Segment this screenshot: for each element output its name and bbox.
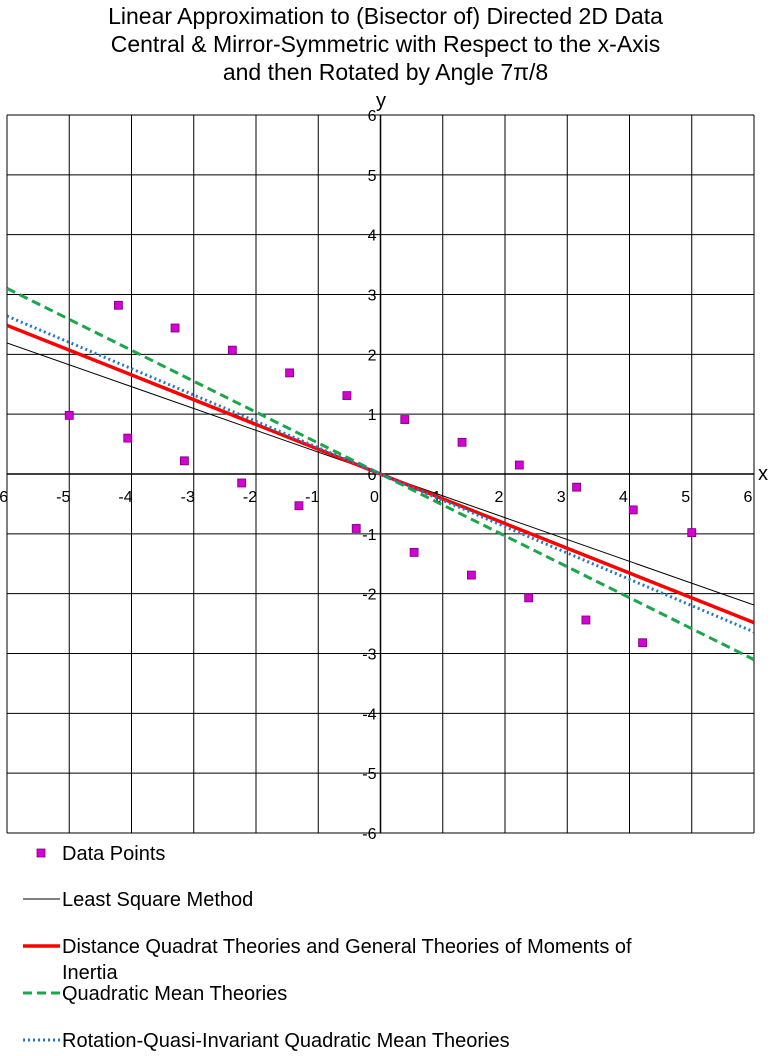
y-tick-label: -3 bbox=[362, 647, 376, 664]
data-point bbox=[638, 638, 647, 648]
y-tick-label: -2 bbox=[362, 587, 376, 604]
regression-lines bbox=[7, 287, 754, 661]
x-tick-label: -2 bbox=[243, 489, 257, 506]
chart-title: Linear Approximation to (Bisector of) Di… bbox=[0, 2, 771, 86]
data-point bbox=[64, 410, 74, 420]
x-tick-label: 0 bbox=[370, 489, 379, 506]
x-tick-label: -5 bbox=[56, 489, 70, 506]
y-tick-label: 0 bbox=[368, 467, 377, 484]
data-point bbox=[227, 345, 237, 355]
data-point bbox=[628, 505, 638, 515]
data-point bbox=[342, 391, 352, 401]
y-tick-label: -4 bbox=[362, 706, 376, 723]
data-point bbox=[180, 456, 189, 466]
chart-title-line-3: and then Rotated by Angle 7π/8 bbox=[222, 59, 549, 85]
data-point bbox=[285, 368, 295, 378]
legend-label: Rotation-Quasi-Invariant Quadratic Mean … bbox=[62, 1030, 510, 1052]
x-tick-label: 4 bbox=[619, 489, 628, 506]
x-tick-label: 2 bbox=[495, 489, 504, 506]
y-axis-label: y bbox=[376, 90, 386, 112]
series-line bbox=[7, 314, 754, 634]
data-point bbox=[687, 528, 697, 538]
x-tick-label: -4 bbox=[118, 489, 132, 506]
data-point bbox=[466, 570, 476, 580]
y-tick-label: 2 bbox=[368, 347, 377, 364]
chart-title-line-1: Linear Approximation to (Bisector of) Di… bbox=[108, 3, 663, 29]
data-point bbox=[400, 415, 410, 424]
y-tick-label: 4 bbox=[368, 228, 377, 245]
y-tick-label: -5 bbox=[362, 766, 376, 783]
y-tick-label: -1 bbox=[362, 527, 376, 544]
data-point bbox=[294, 501, 304, 511]
x-tick-label: -1 bbox=[305, 489, 319, 506]
x-tick-label: 3 bbox=[557, 489, 566, 506]
x-tick-label: 5 bbox=[681, 489, 690, 506]
legend-label: Least Square Method bbox=[62, 889, 253, 911]
data-point bbox=[572, 482, 581, 492]
x-tick-label: -6 bbox=[0, 489, 8, 506]
data-point bbox=[123, 433, 133, 443]
data-point bbox=[514, 460, 524, 470]
data-point bbox=[581, 615, 591, 625]
y-tick-label: 3 bbox=[368, 288, 377, 305]
y-tick-label: 5 bbox=[368, 168, 377, 185]
y-tick-label: 1 bbox=[368, 407, 377, 424]
data-point bbox=[114, 300, 123, 310]
legend-label: Data Points bbox=[62, 843, 165, 865]
data-point bbox=[524, 593, 534, 603]
chart-title-line-2: Central & Mirror-Symmetric with Respect … bbox=[110, 31, 661, 57]
legend: Data Points Least Square Method Distance Q… bbox=[23, 843, 632, 1052]
y-tick-label: 6 bbox=[368, 108, 377, 125]
x-tick-label: -3 bbox=[181, 489, 195, 506]
data-point bbox=[351, 524, 361, 533]
data-point bbox=[237, 478, 247, 488]
x-tick-label: 6 bbox=[744, 489, 753, 506]
data-point bbox=[409, 547, 419, 557]
legend-label: Quadratic Mean Theories bbox=[62, 983, 287, 1005]
y-tick-label: -6 bbox=[362, 826, 376, 843]
legend-label: Distance Quadrat Theories and General Th… bbox=[62, 936, 632, 984]
data-point bbox=[457, 437, 467, 447]
x-axis-label: x bbox=[758, 463, 768, 485]
data-point bbox=[170, 323, 180, 333]
legend-marker-data-points bbox=[36, 848, 46, 858]
